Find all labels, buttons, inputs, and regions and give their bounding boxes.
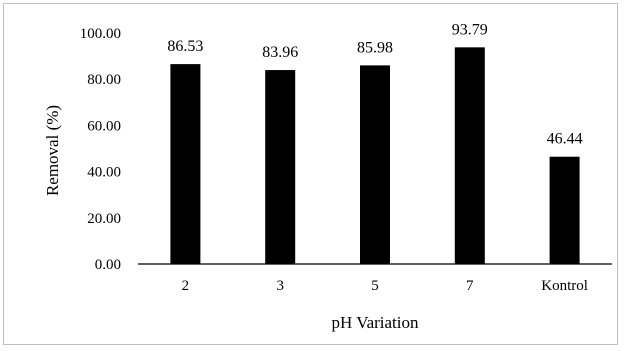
y-tick-label: 40.00 xyxy=(87,165,121,181)
y-axis-title: Removal (%) xyxy=(43,105,62,196)
data-label: 46.44 xyxy=(547,131,583,148)
data-labels: 86.53 83.96 85.98 93.79 46.44 xyxy=(167,21,582,147)
bar xyxy=(454,47,485,265)
chart-frame xyxy=(3,3,618,345)
bar xyxy=(170,64,201,265)
y-tick-label: 0.00 xyxy=(95,257,121,273)
y-tick-label: 60.00 xyxy=(87,118,121,134)
x-axis-title: pH Variation xyxy=(331,313,419,332)
x-tick-label: 5 xyxy=(371,278,379,294)
y-axis-ticks: 0.00 20.00 40.00 60.00 80.00 100.00 xyxy=(80,26,121,273)
bar xyxy=(549,156,580,264)
y-tick-label: 100.00 xyxy=(80,26,121,42)
x-axis-ticks: 2 3 5 7 Kontrol xyxy=(182,278,588,294)
x-tick-label: 7 xyxy=(466,278,474,294)
x-tick-label: Kontrol xyxy=(541,278,588,294)
y-tick-label: 80.00 xyxy=(87,72,121,88)
y-tick-label: 20.00 xyxy=(87,211,121,227)
data-label: 83.96 xyxy=(262,44,298,61)
data-label: 85.98 xyxy=(357,39,393,56)
bars xyxy=(170,47,580,265)
bar xyxy=(265,70,296,264)
data-label: 93.79 xyxy=(452,21,488,38)
bar xyxy=(360,65,390,264)
data-label: 86.53 xyxy=(167,38,203,55)
x-tick-label: 2 xyxy=(182,278,190,294)
x-tick-label: 3 xyxy=(276,278,284,294)
